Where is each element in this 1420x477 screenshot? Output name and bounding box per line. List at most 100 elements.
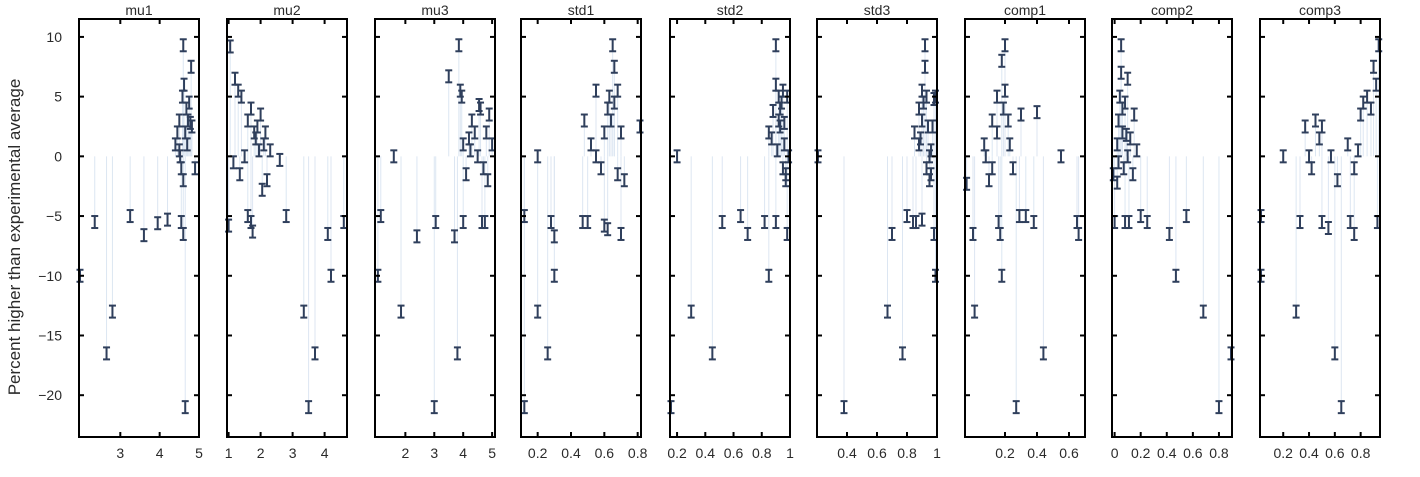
data-point: [1009, 161, 1017, 176]
data-point: [1033, 105, 1041, 120]
x-tick-label: 2: [401, 445, 409, 461]
data-point: [1001, 38, 1009, 53]
data-point: [176, 149, 184, 164]
data-point: [1006, 137, 1014, 152]
data-point: [1344, 137, 1352, 152]
data-point: [923, 161, 930, 176]
data-point: [988, 113, 996, 128]
data-point: [237, 89, 245, 104]
data-point: [276, 152, 284, 167]
x-tick-label: 0.8: [1351, 445, 1371, 461]
data-point: [980, 137, 988, 152]
data-point: [178, 89, 186, 104]
data-point: [108, 304, 116, 319]
data-point: [191, 161, 199, 176]
data-point: [1165, 226, 1173, 241]
x-tick-label: 5: [488, 445, 496, 461]
data-point: [1296, 215, 1304, 230]
data-point: [263, 173, 271, 188]
data-point: [1337, 400, 1345, 415]
data-point: [604, 101, 612, 116]
data-point: [971, 304, 979, 319]
panel-title: comp2: [1151, 2, 1193, 18]
x-tick-label: 0.8: [1209, 445, 1229, 461]
x-tick-label: 1: [225, 445, 233, 461]
data-point: [1039, 346, 1047, 361]
data-point: [453, 346, 461, 361]
y-axis-label: Percent higher than experimental average: [5, 79, 24, 396]
data-point: [324, 226, 332, 241]
x-tick-label: 4: [459, 445, 467, 461]
data-point: [445, 69, 453, 84]
data-point: [231, 71, 239, 86]
data-point: [737, 209, 745, 224]
x-tick-label: 0.2: [1131, 445, 1151, 461]
data-point: [1117, 65, 1125, 80]
x-tick-label: 0.6: [595, 445, 615, 461]
data-point: [1292, 304, 1300, 319]
data-point: [592, 149, 600, 164]
y-tick-label: 0: [54, 148, 62, 164]
data-point: [918, 113, 926, 128]
data-point: [673, 149, 681, 164]
panel-title: std3: [864, 2, 891, 18]
data-point: [1327, 149, 1335, 164]
data-point: [982, 149, 990, 164]
x-tick-label: 0.8: [752, 445, 772, 461]
data-point: [969, 226, 977, 241]
data-point: [1301, 119, 1309, 134]
panel-title: mu3: [421, 2, 448, 18]
data-point: [610, 95, 618, 110]
data-point: [614, 167, 622, 182]
data-point: [772, 38, 780, 53]
data-point: [1331, 346, 1339, 361]
data-point: [377, 209, 385, 224]
x-tick-label: 0.4: [1027, 445, 1047, 461]
data-point: [912, 215, 920, 230]
data-point: [236, 167, 244, 182]
data-point: [778, 95, 786, 110]
data-point: [927, 167, 935, 182]
data-point: [998, 53, 1006, 68]
data-point: [1125, 215, 1133, 230]
data-point: [397, 304, 405, 319]
data-point: [772, 77, 780, 92]
data-point: [180, 77, 188, 92]
data-point: [1199, 304, 1207, 319]
data-point: [1073, 215, 1081, 230]
data-point: [458, 89, 466, 104]
data-point: [917, 131, 924, 146]
panel-frame: [226, 18, 348, 438]
data-point: [177, 215, 185, 230]
x-tick-label: 0.4: [1157, 445, 1177, 461]
data-point: [1172, 268, 1180, 283]
x-tick-label: 0.2: [995, 445, 1015, 461]
data-point: [718, 215, 726, 230]
data-point: [995, 215, 1003, 230]
data-point: [607, 113, 615, 128]
data-point: [597, 161, 605, 176]
data-point: [179, 173, 187, 188]
panel-title: mu1: [125, 2, 152, 18]
data-point: [998, 268, 1006, 283]
data-point: [229, 155, 237, 170]
data-point: [413, 229, 421, 244]
data-point: [915, 101, 923, 116]
data-point: [1022, 209, 1030, 224]
data-point: [1137, 209, 1145, 224]
x-tick-label: 0.4: [1299, 445, 1319, 461]
data-point: [1308, 161, 1316, 176]
y-tick-label: −20: [38, 387, 62, 403]
data-point: [1372, 77, 1380, 92]
data-point: [614, 83, 622, 98]
x-tick-label: 3: [116, 445, 124, 461]
data-point: [261, 125, 269, 140]
data-point: [182, 101, 190, 116]
data-point: [605, 89, 613, 104]
data-point: [466, 143, 474, 158]
panel-title: std1: [568, 2, 595, 18]
panel-mu3: mu3 2 3 4 5: [374, 2, 496, 461]
data-point: [475, 97, 483, 112]
